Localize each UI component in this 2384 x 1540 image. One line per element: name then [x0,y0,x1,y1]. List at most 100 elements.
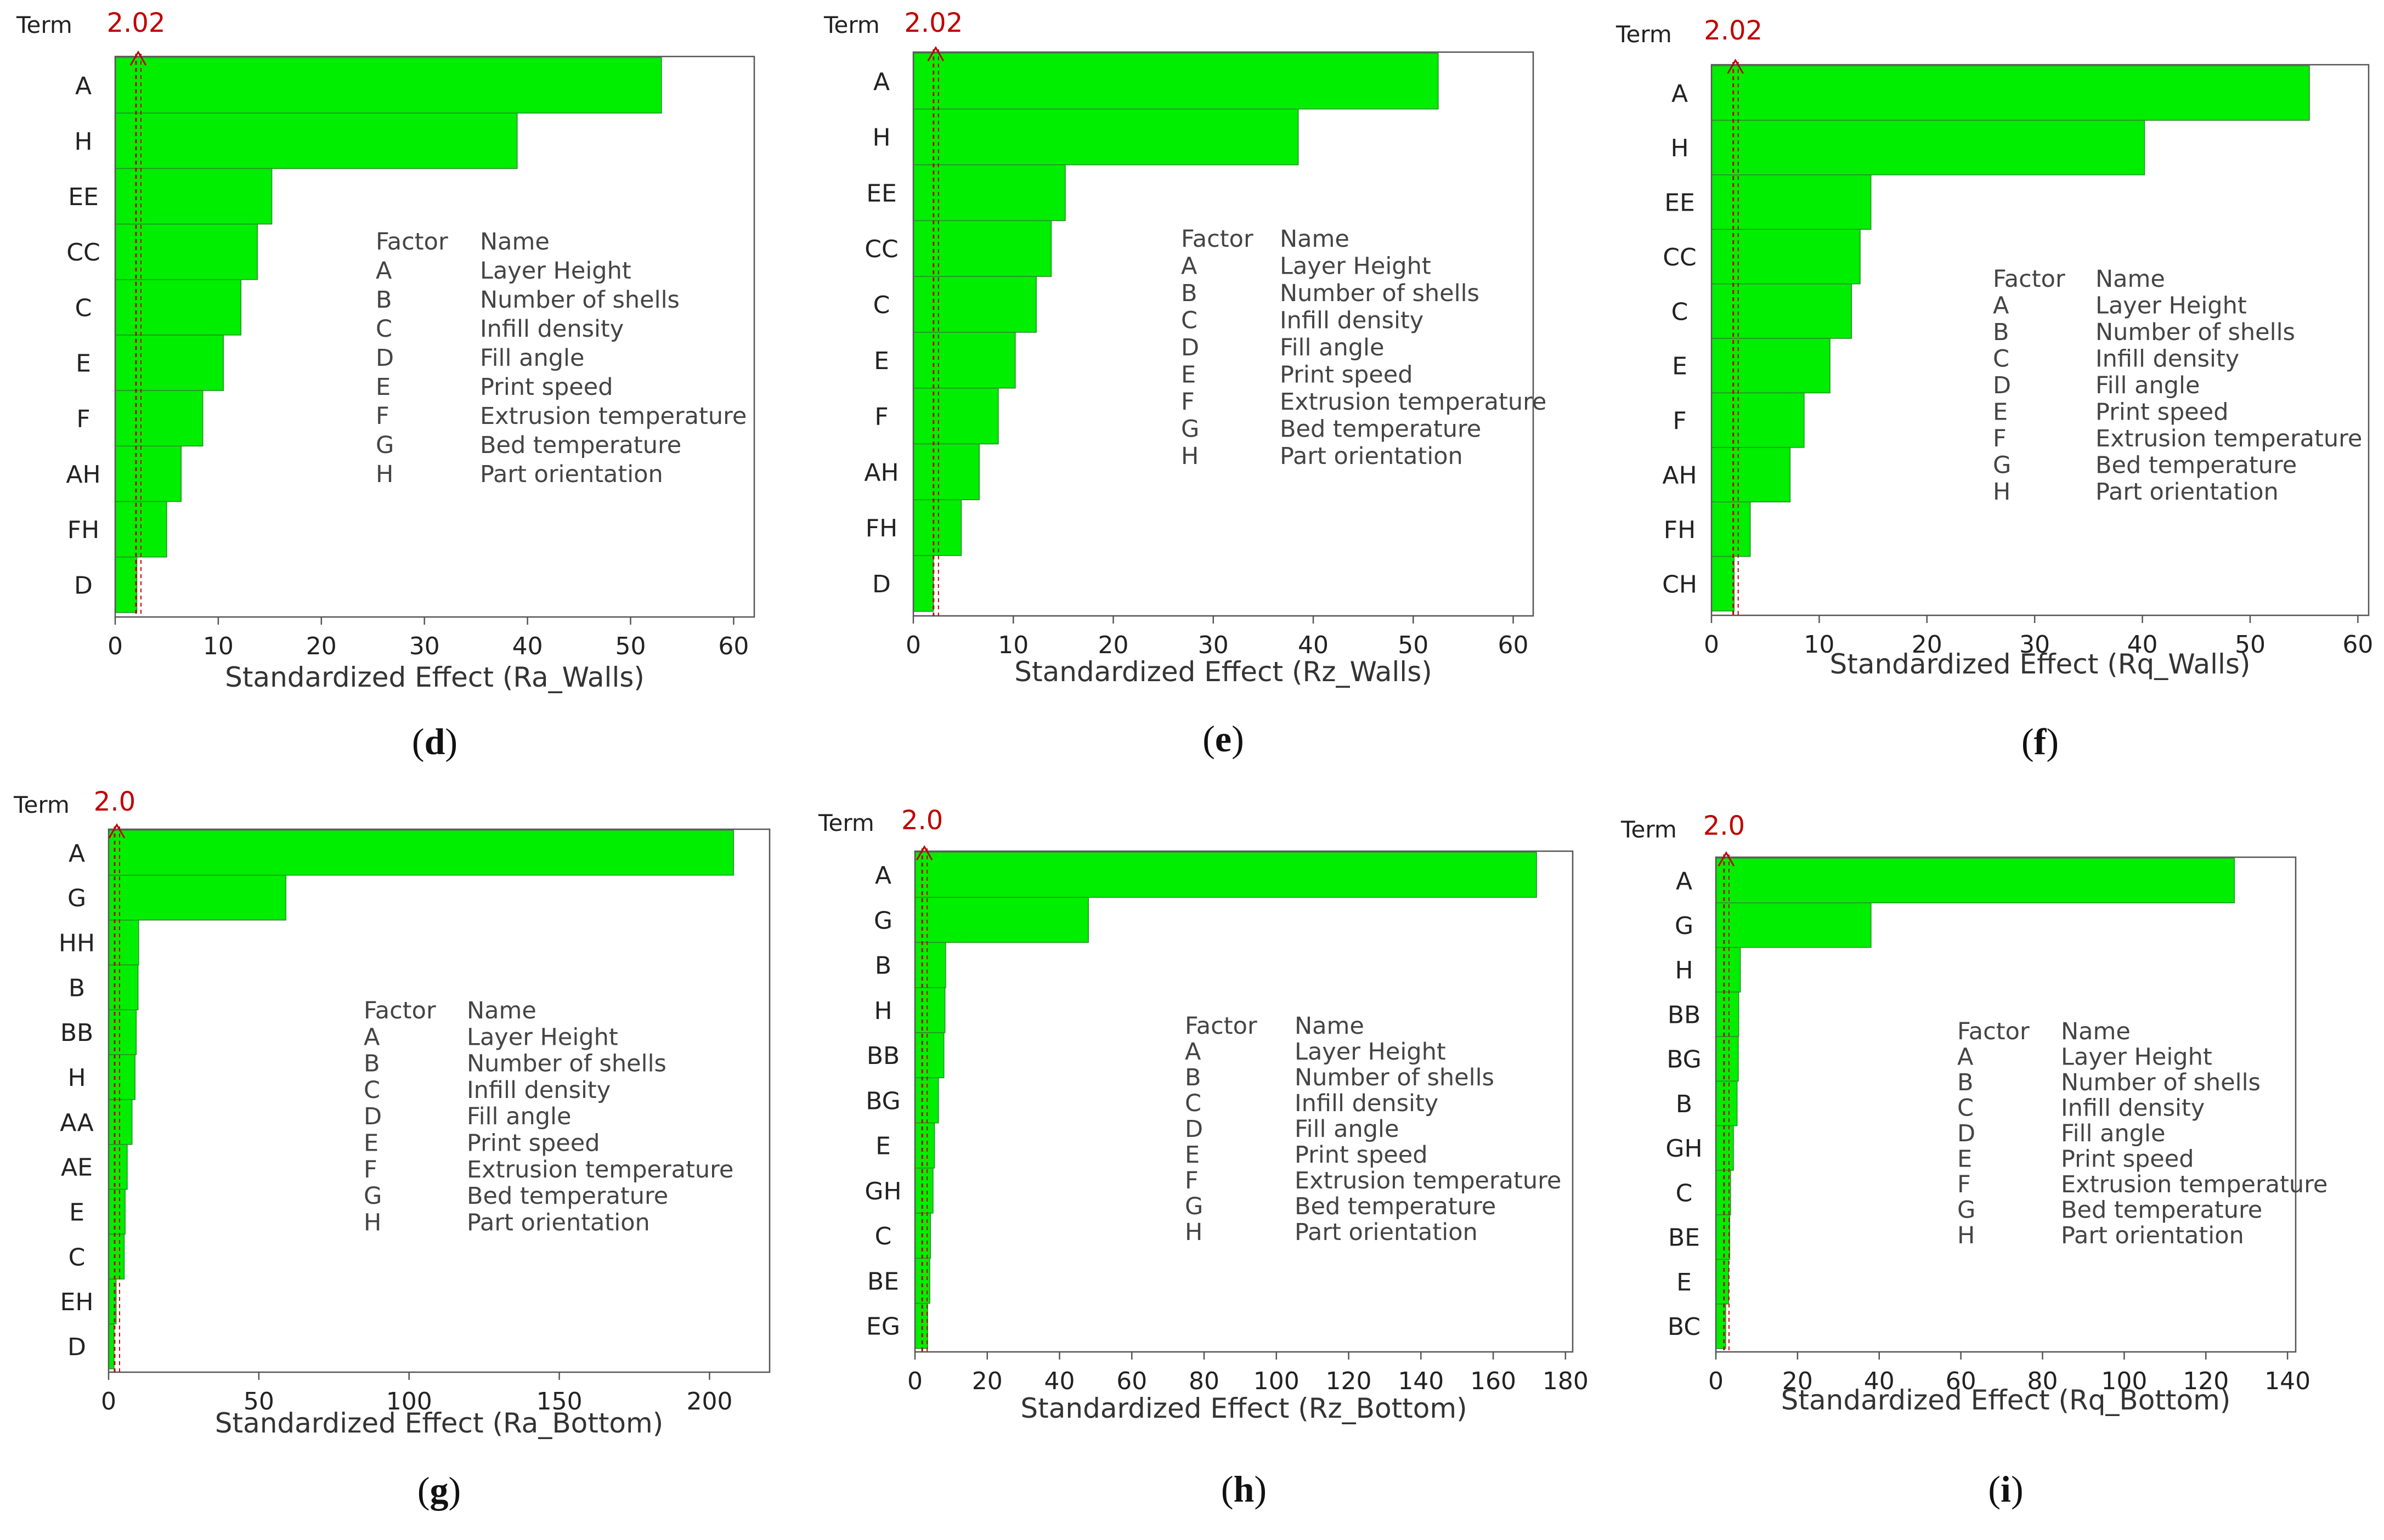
legend-code-c: C [1957,1095,1974,1122]
legend-code-f: F [1185,1167,1199,1194]
panel-label: (g) [417,1469,461,1511]
bar-d [913,555,934,612]
reference-arrow-icon [108,823,126,839]
x-tick-label: 40 [1044,1367,1075,1395]
legend-code-e: E [1957,1146,1972,1173]
legend-code-a: A [1957,1044,1974,1071]
term-label-fh: FH [67,516,99,544]
legend-name-a: Layer Height [467,1023,618,1051]
legend-name-c: Infill density [467,1077,611,1104]
bar-ae [108,1143,128,1190]
term-label-ch: CH [1662,570,1697,598]
term-label-d: D [67,1333,86,1361]
term-label-a: A [1671,80,1688,108]
bar-bb [108,1009,137,1055]
legend-header-name: Name [2095,265,2165,293]
legend-code-d: D [376,344,394,372]
legend-name-e: Print speed [2061,1146,2194,1173]
legend-name-g: Bed temperature [2095,452,2297,479]
legend-name-f: Extrusion temperature [480,403,747,430]
legend-header-factor: Factor [1185,1012,1257,1040]
bar-ah [115,445,182,502]
x-tick-label: 160 [1470,1367,1516,1395]
x-tick-label: 60 [1946,1367,1976,1395]
bar-b [914,942,946,988]
term-label-e: E [1676,1269,1692,1296]
bar-bg [1715,1036,1739,1082]
factor-legend: Factor Name A Layer Height B Number of shells… [1993,265,2362,506]
bar-f [913,387,999,445]
term-label-be: BE [867,1267,899,1295]
legend-name-h: Part orientation [480,461,663,488]
term-header: Term [13,791,70,818]
x-tick-label: 0 [906,631,921,659]
legend-name-a: Layer Height [1295,1038,1446,1066]
legend-name-f: Extrusion temperature [467,1156,733,1184]
legend-code-c: C [376,315,392,343]
bar-b [1715,1080,1738,1126]
x-tick-label: 40 [2127,631,2158,659]
x-tick-label: 80 [2027,1367,2058,1395]
term-label-gh: GH [865,1177,901,1205]
legend-header-name: Name [480,228,550,256]
bar-h [913,109,1299,166]
bar-bb [1715,992,1739,1037]
legend-code-h: H [1993,478,2010,506]
bar-hh [108,919,139,966]
bar-h [914,987,946,1033]
bar-ch [1711,556,1735,612]
factor-legend: Factor Name A Layer Height B Number of shells… [376,228,747,488]
bar-g [914,897,1089,943]
x-tick-label: 50 [1398,631,1428,659]
term-label-bg: BG [866,1087,901,1115]
reference-arrow-icon [927,46,945,61]
bar-ee [913,164,1066,222]
x-tick-label: 0 [101,1388,116,1416]
term-label-a: A [1676,868,1692,896]
term-label-a: A [873,68,890,96]
x-tick-label: 140 [1398,1367,1444,1395]
x-tick-label: 150 [536,1388,583,1416]
term-label-hh: HH [59,930,95,958]
legend-name-g: Bed temperature [480,432,681,459]
bar-e [914,1122,935,1169]
x-tick-label: 60 [718,632,749,660]
term-label-e: E [76,350,91,378]
x-tick-label: 20 [972,1367,1003,1395]
legend-code-g: G [376,432,394,459]
bar-e [115,335,224,391]
legend-header-factor: Factor [376,228,448,256]
x-tick-label: 50 [2235,631,2266,659]
bar-cc [1711,229,1861,285]
x-tick-label: 30 [409,632,440,660]
term-label-bb: BB [867,1042,900,1070]
term-label-c: C [875,1222,892,1250]
legend-code-a: A [364,1023,380,1051]
legend-name-c: Infill density [1280,307,1423,335]
x-tick-label: 20 [1782,1367,1813,1395]
legend-name-e: Print speed [467,1130,600,1157]
legend-header-name: Name [467,997,536,1024]
bar-a [913,53,1439,110]
term-label-eh: EH [60,1288,94,1316]
bar-a [1715,858,2235,904]
term-label-a: A [875,862,891,890]
term-label-fh: FH [1664,516,1696,544]
legend-code-c: C [1993,346,2009,373]
bar-fh [913,499,962,556]
legend-name-c: Infill density [2095,346,2239,373]
bar-f [115,390,204,447]
x-tick-label: 120 [1326,1367,1372,1395]
term-label-f: F [1673,407,1686,435]
panel-label: (i) [1988,1468,2023,1510]
legend-code-f: F [1181,388,1195,416]
term-label-g: G [67,885,86,913]
x-tick-label: 0 [108,632,123,660]
legend-name-g: Bed temperature [467,1182,668,1210]
bar-e [108,1188,126,1235]
term-label-be: BE [1668,1224,1700,1252]
x-tick-label: 100 [1253,1367,1300,1395]
bar-g [108,875,286,921]
legend-name-d: Fill angle [2095,372,2200,399]
reference-arrow-icon [916,845,933,860]
